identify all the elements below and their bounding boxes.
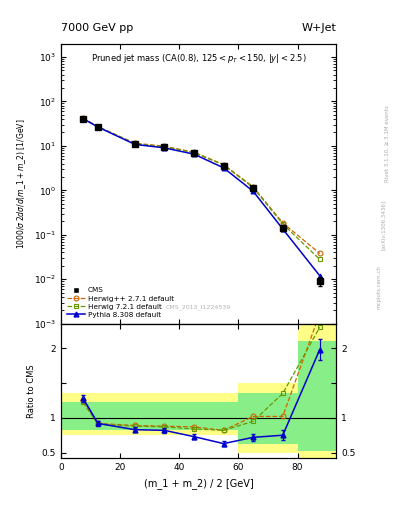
Text: CMS_2013_I1224539: CMS_2013_I1224539 — [166, 304, 231, 310]
Text: 7000 GeV pp: 7000 GeV pp — [61, 23, 133, 33]
Text: W+Jet: W+Jet — [301, 23, 336, 33]
Text: mcplots.cern.ch: mcplots.cern.ch — [377, 265, 382, 309]
Y-axis label: $1000/\sigma\,2d\sigma/d(m\_1 + m\_2)$ [1/GeV]: $1000/\sigma\,2d\sigma/d(m\_1 + m\_2)$ [… — [15, 118, 28, 249]
Text: Rivet 3.1.10, ≥ 3.1M events: Rivet 3.1.10, ≥ 3.1M events — [385, 105, 389, 182]
Y-axis label: Ratio to CMS: Ratio to CMS — [27, 364, 36, 418]
Text: Pruned jet mass (CA(0.8), $125<p_T<150$, $|y|<2.5$): Pruned jet mass (CA(0.8), $125<p_T<150$,… — [90, 52, 307, 65]
X-axis label: (m_1 + m_2) / 2 [GeV]: (m_1 + m_2) / 2 [GeV] — [143, 478, 253, 488]
Text: [arXiv:1306.3436]: [arXiv:1306.3436] — [381, 200, 386, 250]
Legend: CMS, Herwig++ 2.7.1 default, Herwig 7.2.1 default, Pythia 8.308 default: CMS, Herwig++ 2.7.1 default, Herwig 7.2.… — [64, 285, 176, 320]
